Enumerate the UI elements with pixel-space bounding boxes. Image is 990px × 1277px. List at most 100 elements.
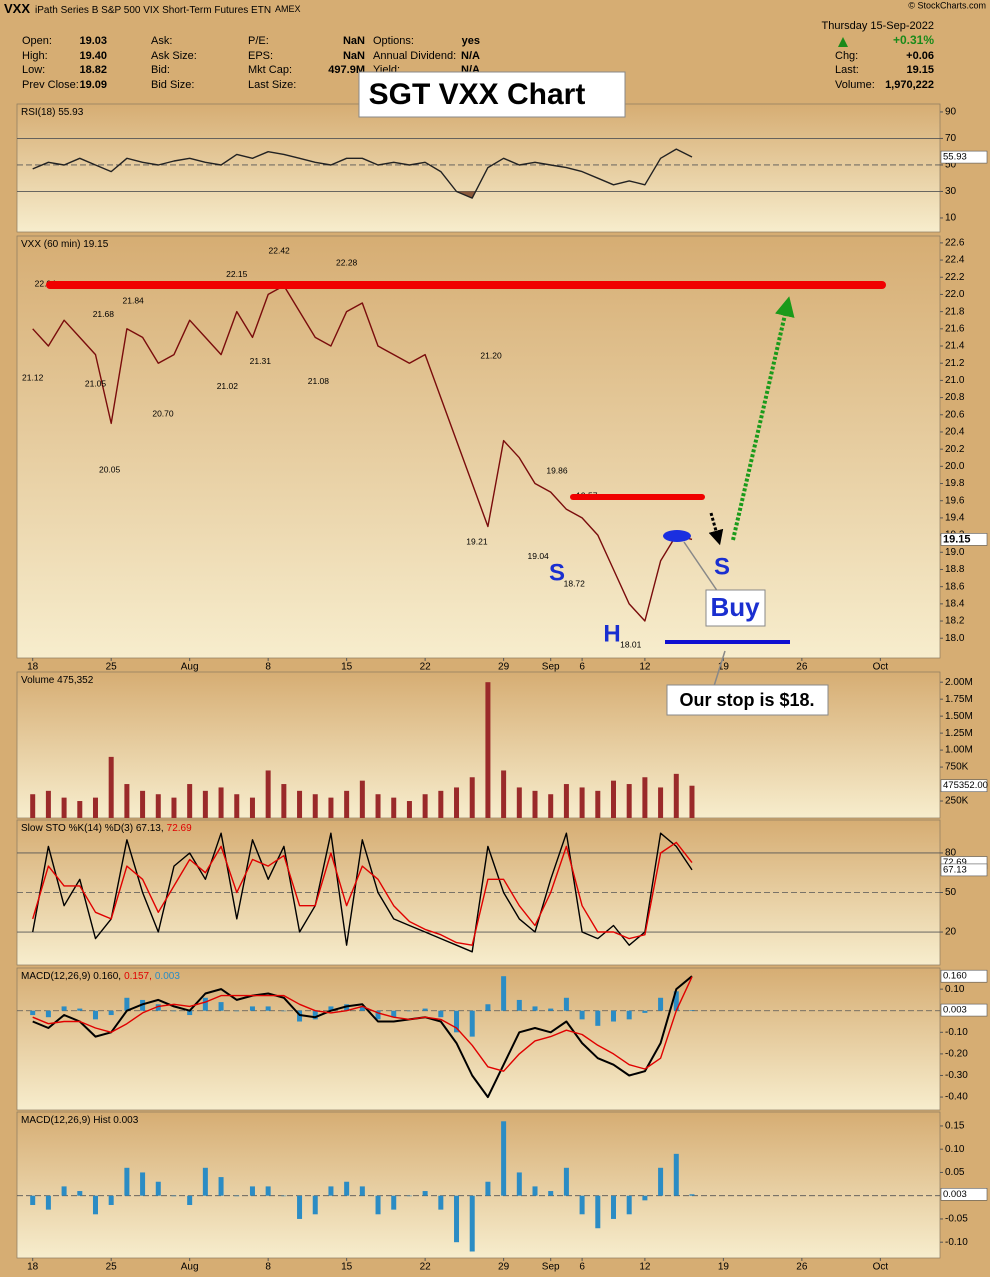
bar (297, 1010, 303, 1022)
series-line (32, 841, 693, 946)
y-tick-label: 21.6 (945, 323, 965, 334)
bar (391, 1195, 397, 1210)
title-part: Volume 475,352 (21, 675, 94, 686)
field-label: Bid Size: (151, 79, 194, 91)
bar (563, 784, 569, 818)
x-tick-label: 6 (579, 1262, 585, 1273)
bar (658, 997, 664, 1011)
x-tick-label: 19 (718, 1262, 730, 1273)
y-tick-label: 22.4 (945, 255, 965, 266)
y-tick-label: 10 (945, 213, 957, 224)
bar (454, 1195, 460, 1243)
bar (92, 1010, 98, 1020)
dip-arrow (708, 512, 724, 546)
bar (673, 1153, 679, 1196)
bar (77, 1008, 83, 1011)
bar (140, 790, 146, 818)
field-label: Ask Size: (151, 50, 197, 62)
bar (438, 790, 444, 818)
y-tick-label: 19.4 (945, 513, 965, 524)
price-label: 22.04 (35, 278, 57, 288)
y-tick-label: 70 (945, 133, 957, 144)
last-value-box (940, 533, 988, 546)
bar (469, 1010, 475, 1037)
series-line (32, 832, 693, 953)
bar (454, 1010, 460, 1033)
title-part: 0.003 (155, 971, 180, 982)
panel-background (16, 967, 941, 1111)
y-tick-label: 20.2 (945, 444, 965, 455)
bar (249, 1006, 255, 1011)
x-tick-label: 22 (420, 1262, 432, 1273)
price-label: 22.28 (336, 258, 358, 268)
price-label: 22.42 (269, 246, 291, 256)
x-tick-label: 18 (27, 1262, 39, 1273)
bar (30, 1010, 36, 1016)
bar (548, 1191, 554, 1196)
summary-label: Last: (835, 64, 859, 76)
bar (626, 784, 632, 818)
bar (532, 1006, 538, 1011)
last-value-box (940, 779, 988, 793)
y-tick-label: -0.40 (945, 1092, 968, 1103)
bar (391, 1010, 397, 1018)
bar (77, 1191, 83, 1196)
field-value: 497.9M (328, 64, 365, 76)
buy-label: Buy (710, 592, 760, 622)
price-label: 19.04 (528, 551, 550, 561)
x-tick-label: 25 (106, 662, 118, 673)
bar (579, 1010, 585, 1020)
last-value: 0.003 (943, 1189, 967, 1200)
bar (108, 1195, 114, 1205)
symbol-code: VXX (4, 1, 30, 16)
bar (234, 794, 240, 818)
bar (218, 787, 224, 818)
bar (77, 801, 83, 818)
bar (422, 1191, 428, 1196)
x-tick-label: 22 (420, 662, 432, 673)
bar (658, 1167, 664, 1196)
x-tick-label: 12 (639, 1262, 651, 1273)
source: © StockCharts.com (908, 0, 986, 10)
bar (328, 1006, 334, 1011)
title-part: 0.157, (124, 971, 152, 982)
price-label: 21.08 (308, 376, 330, 386)
x-tick-label: 15 (341, 1262, 353, 1273)
y-tick-label: 1.00M (945, 745, 973, 756)
date: Thursday 15-Sep-2022 (821, 20, 934, 32)
bar (234, 1010, 240, 1012)
price-label: 18.01 (620, 640, 642, 650)
bar (469, 1195, 475, 1252)
title-part: Slow STO %K(14) %D(3) 67.13, (21, 823, 164, 834)
bar (359, 780, 365, 818)
bar (595, 1195, 601, 1229)
stop-box (666, 684, 829, 716)
bar (124, 1167, 130, 1196)
bar (501, 770, 507, 818)
bar (438, 1195, 444, 1210)
title-box (358, 71, 626, 118)
panel-title: MACD(12,26,9) 0.160, 0.157, 0.003 (21, 971, 180, 982)
y-tick-label: 750K (945, 762, 969, 773)
bar (92, 1195, 98, 1215)
last-value: 0.160 (943, 971, 967, 982)
bar (45, 790, 51, 818)
price-label: 18.72 (564, 579, 586, 589)
bar (344, 790, 350, 818)
field-label: Low: (22, 64, 45, 76)
head-label: H (603, 620, 620, 647)
buy-box (705, 589, 766, 627)
title-part: VXX (60 min) 19.15 (21, 239, 109, 250)
bar (328, 797, 334, 818)
bar (249, 1186, 255, 1196)
last-value: 19.15 (943, 533, 971, 545)
x-tick-label: 8 (265, 662, 271, 673)
bar (249, 797, 255, 818)
bar (171, 797, 177, 818)
y-tick-label: 18.6 (945, 581, 965, 592)
summary-value: +0.06 (906, 50, 934, 62)
field-label: Mkt Cap: (248, 64, 292, 76)
y-tick-label: 250K (945, 796, 969, 807)
bar (265, 1006, 271, 1011)
bar (595, 1010, 601, 1026)
